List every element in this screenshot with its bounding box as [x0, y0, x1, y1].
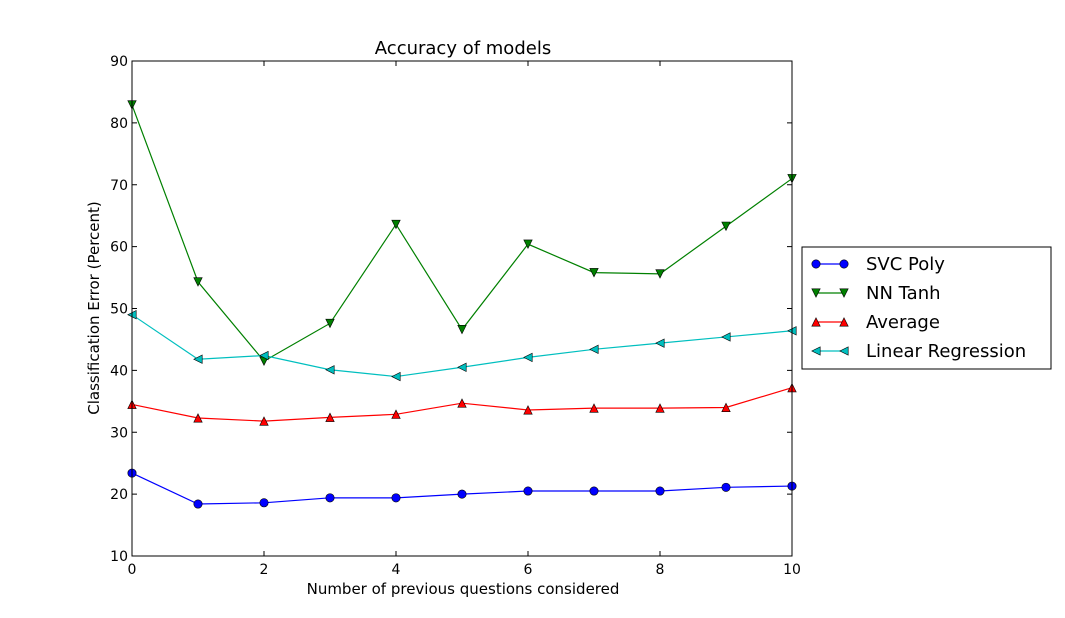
- legend-label: Linear Regression: [866, 341, 1026, 362]
- y-tick-label: 50: [110, 302, 128, 318]
- y-tick-label: 80: [110, 116, 128, 132]
- data-point: [193, 499, 203, 509]
- legend-item: SVC Poly: [811, 254, 945, 275]
- data-point: [391, 371, 401, 382]
- data-point: [589, 344, 599, 355]
- chart-title: Accuracy of models: [375, 38, 551, 59]
- data-point: [721, 221, 731, 232]
- series-svc-poly: [127, 468, 797, 509]
- legend-marker: [839, 346, 849, 356]
- legend-box: [801, 246, 1052, 370]
- y-tick-label: 40: [110, 363, 128, 379]
- legend-marker: [839, 288, 849, 298]
- data-point: [193, 354, 203, 364]
- data-point: [721, 332, 731, 342]
- legend-label: SVC Poly: [866, 254, 945, 275]
- legend-label: Average: [866, 312, 940, 333]
- x-axis-label: Number of previous questions considered: [307, 580, 620, 598]
- legend-marker: [811, 259, 821, 269]
- legend-marker: [811, 288, 821, 298]
- data-point: [721, 402, 731, 413]
- series-line: [131, 104, 793, 362]
- data-point: [721, 482, 731, 492]
- data-point: [523, 405, 533, 415]
- data-point: [391, 409, 401, 419]
- axes-frame: [131, 60, 793, 557]
- data-point: [655, 338, 665, 348]
- series-line: [131, 472, 793, 505]
- legend-item: Average: [811, 312, 940, 333]
- legend-marker: [811, 317, 821, 327]
- legend-marker: [839, 259, 849, 269]
- data-point: [193, 277, 203, 287]
- data-point: [655, 486, 665, 496]
- data-point: [523, 352, 533, 363]
- data-point: [589, 268, 599, 278]
- data-point: [259, 498, 269, 508]
- data-point: [391, 219, 401, 230]
- y-tick-label: 70: [110, 178, 128, 194]
- data-point: [259, 350, 269, 361]
- data-point: [391, 493, 401, 503]
- legend-marker: [839, 317, 849, 327]
- data-point: [457, 325, 467, 335]
- data-point: [589, 486, 599, 496]
- data-point: [523, 486, 533, 496]
- data-point: [325, 412, 335, 422]
- data-point: [325, 318, 335, 329]
- series-nn-tanh: [127, 100, 797, 366]
- legend-label: NN Tanh: [866, 283, 941, 304]
- data-point: [457, 489, 467, 499]
- data-point: [193, 413, 203, 423]
- data-point: [589, 403, 599, 413]
- x-tick-label: 0: [128, 562, 137, 578]
- series-linear-regression: [127, 310, 797, 382]
- data-point: [655, 269, 665, 279]
- data-point: [325, 493, 335, 503]
- data-point: [259, 416, 269, 426]
- x-tick-label: 6: [524, 562, 533, 578]
- data-point: [457, 398, 467, 408]
- legend-item: Linear Regression: [811, 341, 1026, 362]
- x-tick-label: 4: [392, 562, 401, 578]
- data-point: [655, 403, 665, 413]
- data-point: [457, 362, 467, 372]
- y-tick-label: 10: [110, 549, 128, 565]
- x-tick-label: 8: [656, 562, 665, 578]
- y-tick-label: 20: [110, 487, 128, 503]
- legend-marker: [811, 346, 821, 356]
- y-tick-label: 60: [110, 240, 128, 256]
- plot-area: 0 2 4 6 8 10 10 20 30 40 50 60 70 80 90: [110, 54, 801, 578]
- y-axis-label: Classification Error (Percent): [85, 201, 103, 415]
- legend-item: NN Tanh: [811, 283, 941, 304]
- x-tick-label: 10: [783, 562, 801, 578]
- data-point: [325, 365, 335, 375]
- legend: SVC Poly NN Tanh Average Linear Regression: [801, 246, 1052, 370]
- data-point: [523, 239, 533, 250]
- x-tick-label: 2: [260, 562, 269, 578]
- series-average: [127, 382, 797, 426]
- y-tick-label: 30: [110, 425, 128, 441]
- y-tick-label: 90: [110, 54, 128, 70]
